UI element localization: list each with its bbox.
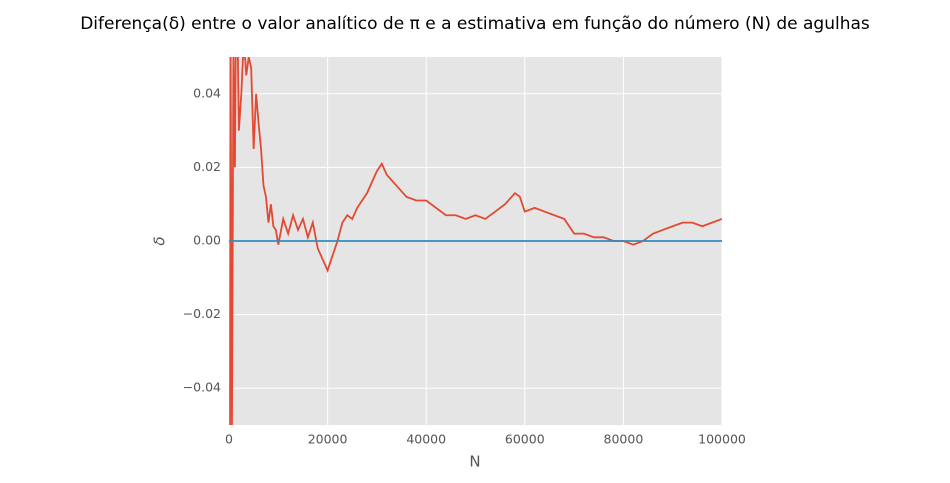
y-tick-label: 0.00 <box>193 233 221 248</box>
x-tick-label: 100000 <box>698 432 746 447</box>
data-line <box>229 57 722 425</box>
y-axis-label: δ <box>151 236 169 245</box>
x-tick-label: 80000 <box>604 432 644 447</box>
chart-title: Diferença(δ) entre o valor analítico de … <box>80 14 870 34</box>
x-axis-label: N <box>469 453 480 471</box>
y-tick-label: 0.04 <box>193 85 221 100</box>
y-tick-label: −0.02 <box>183 306 221 321</box>
y-tick-label: 0.02 <box>193 159 221 174</box>
x-tick-label: 60000 <box>505 432 545 447</box>
x-tick-label: 20000 <box>308 432 348 447</box>
y-tick-label: −0.04 <box>183 380 221 395</box>
x-tick-label: 40000 <box>406 432 446 447</box>
x-tick-label: 0 <box>225 432 233 447</box>
